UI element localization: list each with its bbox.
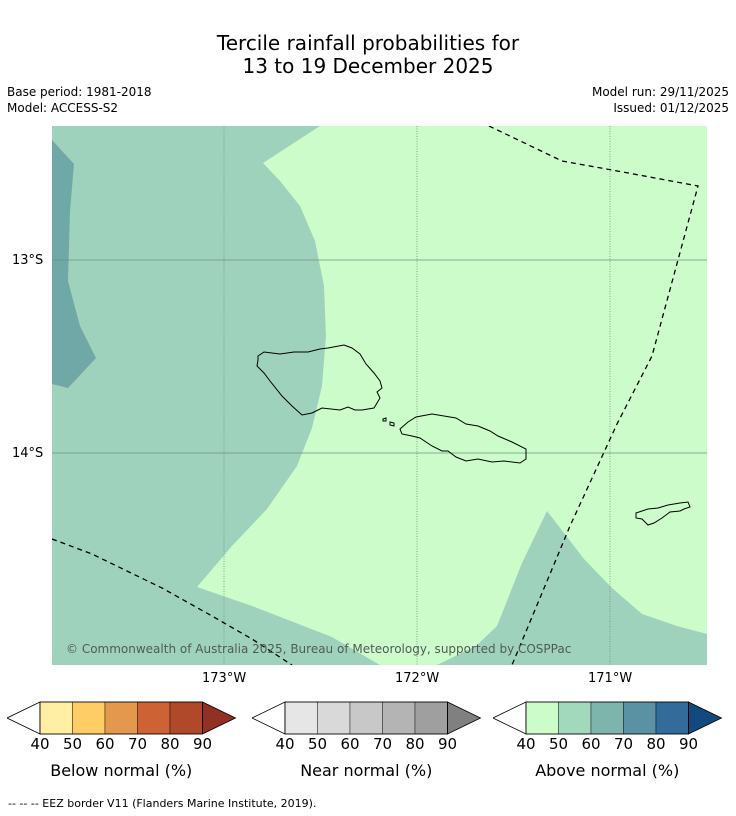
model-run: Model run: 29/11/2025 (591, 85, 729, 99)
colorbar-outline (39, 701, 203, 735)
colorbar-label-below-normal: Below normal (%) (50, 761, 193, 780)
colorbar-segment-below-40 (493, 701, 527, 735)
colorbar-tick: 50 (307, 735, 328, 753)
map-svg: © Commonwealth of Australia 2025, Bureau… (52, 126, 707, 665)
title-line-1: Tercile rainfall probabilities for (216, 31, 520, 55)
model-name: Model: ACCESS-S2 (7, 101, 119, 115)
map-panel: © Commonwealth of Australia 2025, Bureau… (52, 126, 707, 665)
colorbar-tick: 60 (340, 735, 360, 753)
colorbar-tick: 70 (127, 735, 148, 753)
colorbar-segment-above-90 (202, 701, 237, 735)
colorbar-segment-below-40 (7, 701, 41, 735)
colorbar-tick: 80 (160, 735, 180, 753)
island-savaii (256, 344, 383, 416)
eez-border (52, 126, 699, 665)
colorbar-segment-below-40 (252, 701, 286, 735)
island-upolu (399, 413, 527, 464)
colorbar-segment-50-60 (72, 701, 106, 735)
colorbar-tick: 40 (30, 735, 50, 753)
colorbar-segment-80-90 (169, 701, 203, 735)
colorbar-tick: 80 (405, 735, 425, 753)
colorbar-tick: 90 (678, 735, 699, 753)
lon-label-172w: 172°W (395, 671, 440, 686)
colorbar-segment-80-90 (655, 701, 689, 735)
lat-label-13s: 13°S (12, 253, 44, 268)
issued-date: Issued: 01/12/2025 (613, 101, 729, 115)
graticule (52, 126, 707, 665)
colorbar-tick: 70 (613, 735, 634, 753)
title-line-2: 13 to 19 December 2025 (242, 54, 494, 78)
island-apolima (382, 417, 387, 422)
lon-label-171w: 171°W (588, 671, 633, 686)
colorbar-segment-60-70 (590, 701, 624, 735)
colorbar-below-normal (7, 701, 237, 735)
colorbar-segment-above-90 (447, 701, 482, 735)
colorbar-segment-40-50 (284, 701, 318, 735)
island-tutuila (635, 501, 691, 526)
island-manono (389, 421, 395, 427)
colorbar-tick: 50 (62, 735, 83, 753)
colorbar-tick: 70 (372, 735, 393, 753)
colorbar-label-above-normal: Above normal (%) (535, 761, 680, 780)
lon-label-173w: 173°W (202, 671, 247, 686)
region-above-50 (197, 126, 707, 665)
colorbar-tick: 50 (548, 735, 569, 753)
colorbar-tick: 80 (646, 735, 666, 753)
colorbar-segment-50-60 (317, 701, 351, 735)
colorbar-tick: 60 (581, 735, 601, 753)
colorbar-segment-70-80 (623, 701, 657, 735)
colorbar-segment-40-50 (39, 701, 73, 735)
colorbar-segment-60-70 (104, 701, 138, 735)
colorbar-segment-40-50 (525, 701, 559, 735)
colorbar-segment-80-90 (414, 701, 448, 735)
colorbar-tick: 60 (95, 735, 115, 753)
eez-footnote: -- -- -- EEZ border V11 (Flanders Marine… (8, 797, 317, 810)
colorbar-tick: 90 (192, 735, 213, 753)
colorbar-segment-60-70 (349, 701, 383, 735)
coastline (256, 344, 691, 526)
colorbar-near-normal (252, 701, 482, 735)
colorbar-outline (525, 701, 689, 735)
colorbar-segment-50-60 (558, 701, 592, 735)
colorbar-segment-70-80 (382, 701, 416, 735)
colorbar-label-near-normal: Near normal (%) (300, 761, 433, 780)
colorbar-segment-70-80 (137, 701, 171, 735)
colorbar-above-normal (493, 701, 723, 735)
lat-label-14s: 14°S (12, 446, 44, 461)
colorbar-segment-above-90 (688, 701, 723, 735)
colorbar-tick: 40 (516, 735, 536, 753)
colorbar-outline (284, 701, 448, 735)
colorbar-tick: 90 (437, 735, 458, 753)
copyright-text: © Commonwealth of Australia 2025, Bureau… (66, 642, 571, 656)
base-period: Base period: 1981-2018 (7, 85, 152, 99)
colorbar-tick: 40 (275, 735, 295, 753)
